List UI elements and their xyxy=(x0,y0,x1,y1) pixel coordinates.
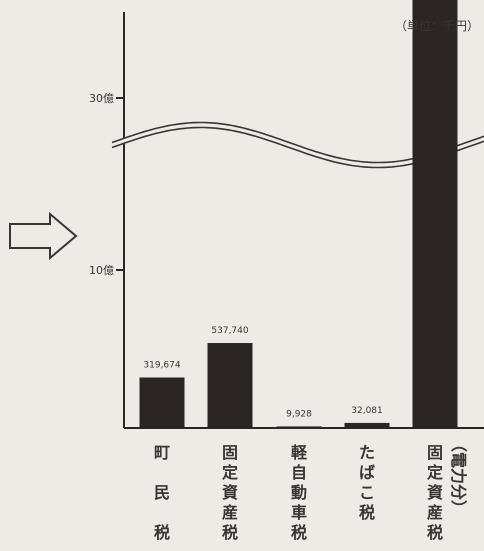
category-label-char: 動 xyxy=(291,483,307,502)
category-label-char: 固 xyxy=(427,443,443,462)
right-outline-arrow-icon xyxy=(9,211,78,261)
category-label-char: こ xyxy=(359,483,375,502)
category-label-char: 税 xyxy=(154,523,170,542)
category-label-char: 税 xyxy=(359,503,375,522)
data-label: 319,674 xyxy=(143,360,180,370)
category-label-char: 産 xyxy=(222,503,238,522)
category-label-char: 定 xyxy=(426,463,443,482)
category-label-char: 町 xyxy=(154,443,170,462)
bar xyxy=(412,0,458,428)
data-label: 9,928 xyxy=(286,409,312,419)
bar xyxy=(139,377,185,428)
category-label-char: 車 xyxy=(291,503,307,522)
category-label-char: 税 xyxy=(291,523,307,542)
category-label-char: 資 xyxy=(427,483,443,502)
chart-bars xyxy=(139,0,458,428)
category-label-char: た xyxy=(359,443,375,462)
unit-note: （単位：千円） xyxy=(395,18,479,33)
y-tick-label: 10億 xyxy=(89,264,114,277)
category-label-char: 軽 xyxy=(291,443,308,462)
chart-labels: 10億30億319,674537,7409,92832,0813,271,653… xyxy=(89,92,468,542)
category-label-char: 税 xyxy=(427,523,443,542)
category-label-char: 自 xyxy=(291,463,307,482)
bar xyxy=(276,426,322,428)
category-label-char: 固 xyxy=(222,443,238,462)
category-label-char: 資 xyxy=(222,483,238,502)
y-tick-label: 30億 xyxy=(89,92,114,105)
category-side-note: （電力分） xyxy=(449,436,468,516)
category-label-char: ば xyxy=(359,463,375,482)
category-label-char: 産 xyxy=(427,503,443,522)
category-label-char: 定 xyxy=(221,463,238,482)
bar xyxy=(344,422,390,428)
category-label-char: 民 xyxy=(154,483,170,502)
bar xyxy=(207,343,253,428)
category-label-char: 税 xyxy=(222,523,238,542)
data-label: 537,740 xyxy=(211,326,248,336)
data-label: 32,081 xyxy=(351,406,383,416)
